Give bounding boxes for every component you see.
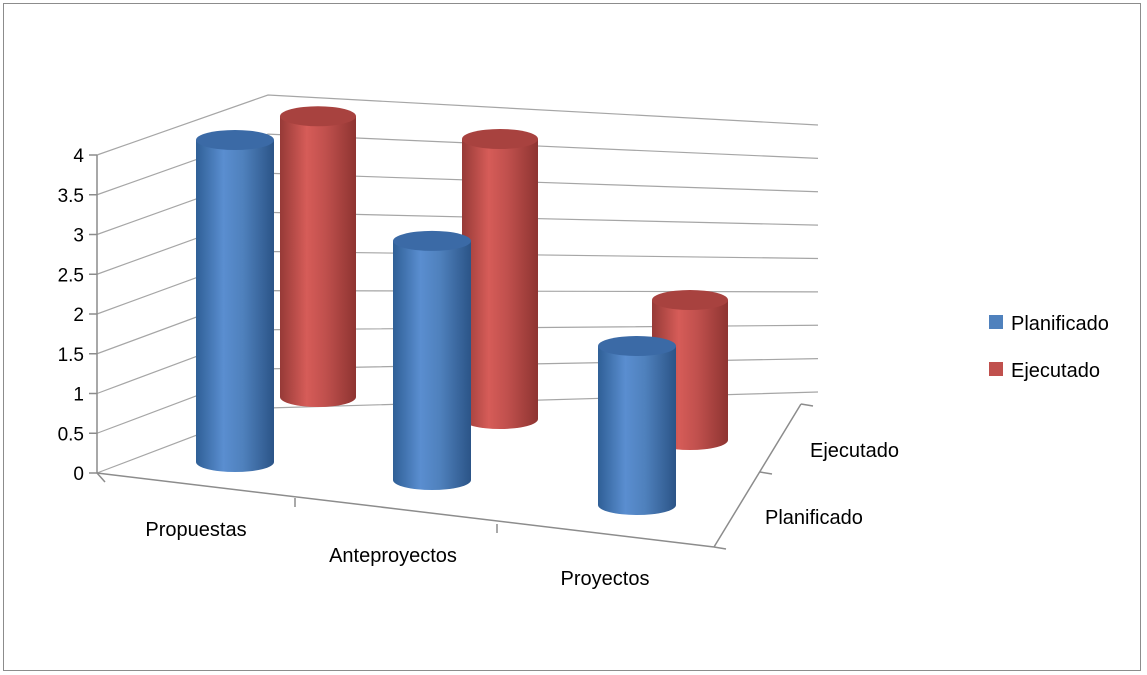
- y-tick-label: 3.5: [58, 186, 84, 207]
- legend-label-planificado: Planificado: [1011, 313, 1109, 335]
- cylinder-top: [280, 106, 356, 126]
- depth-label: Ejecutado: [810, 440, 899, 462]
- cylinder-body: [393, 241, 471, 490]
- cylinder-body: [196, 140, 274, 472]
- cylinder-top: [652, 290, 728, 310]
- depth-label: Planificado: [765, 507, 863, 529]
- bar-planificado-anteproyectos: [393, 231, 471, 490]
- cylinder-top: [462, 129, 538, 149]
- cylinder-top: [598, 336, 676, 356]
- legend-swatch-ejecutado: [989, 362, 1003, 376]
- cylinder-body: [462, 139, 538, 429]
- y-tick-label: 2.5: [58, 265, 84, 286]
- y-tick-label: 0.5: [58, 424, 84, 445]
- depth-axis-labels: Ejecutado Planificado: [765, 440, 899, 529]
- category-label: Propuestas: [145, 519, 246, 541]
- legend: Planificado Ejecutado: [989, 313, 1109, 382]
- y-tick-label: 2: [73, 305, 84, 326]
- legend-swatch-planificado: [989, 315, 1003, 329]
- cylinder-body: [280, 116, 356, 407]
- depth-axis-tick: [714, 547, 726, 549]
- y-axis-tick-labels: 0 0.5 1 1.5 2 2.5 3 3.5 4: [58, 146, 85, 485]
- category-label: Proyectos: [561, 568, 650, 590]
- y-tick-label: 1: [73, 385, 84, 406]
- depth-axis-tick: [760, 472, 772, 474]
- cylinder-top: [393, 231, 471, 251]
- y-tick-label: 4: [73, 146, 84, 167]
- cylinder-top: [196, 130, 274, 150]
- bar-planificado-propuestas: [196, 130, 274, 472]
- bar-ejecutado-propuestas: [280, 106, 356, 407]
- bar-planificado-proyectos: [598, 336, 676, 515]
- y-tick-label: 0: [73, 464, 84, 485]
- legend-label-ejecutado: Ejecutado: [1011, 360, 1100, 382]
- bar-ejecutado-anteproyectos: [462, 129, 538, 429]
- cylinder-body: [598, 346, 676, 515]
- bars: [196, 106, 728, 515]
- depth-axis-tick: [801, 404, 813, 406]
- y-tick-label: 3: [73, 226, 84, 247]
- y-tick-label: 1.5: [58, 345, 84, 366]
- category-label: Anteproyectos: [329, 545, 457, 567]
